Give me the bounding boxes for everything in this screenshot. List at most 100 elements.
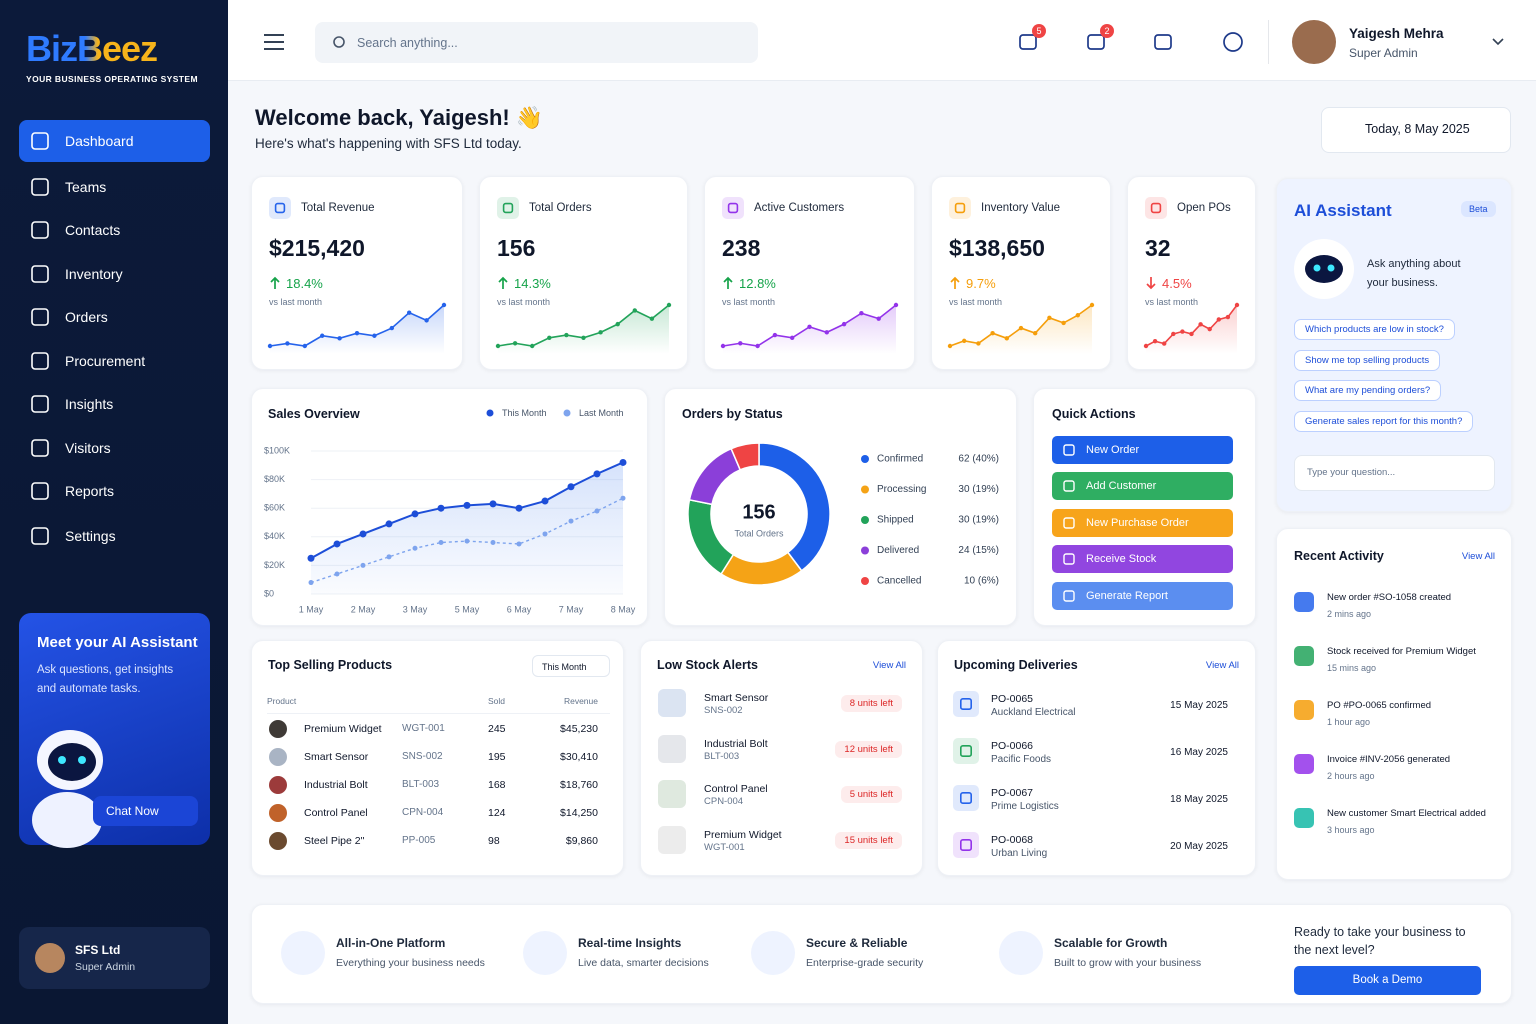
graphic <box>1063 589 1075 602</box>
nav-item[interactable]: Visitors <box>65 440 111 456</box>
nav-item[interactable]: Reports <box>65 483 115 499</box>
sparkline-point <box>1189 331 1194 337</box>
action-button[interactable]: New Order <box>1052 436 1233 464</box>
card-title: Quick Actions <box>1052 407 1136 421</box>
series-point <box>386 554 392 560</box>
view-all-link[interactable]: View All <box>872 660 906 671</box>
item-thumb <box>658 780 686 809</box>
graphic <box>1145 197 1167 219</box>
icon-glyph <box>274 202 286 214</box>
low-stock-card: Low Stock Alerts View All Smart Sensor SNS-… <box>640 640 923 876</box>
sparkline-point <box>1216 317 1221 322</box>
sparkline-point <box>1234 302 1240 308</box>
graphic <box>953 832 979 858</box>
action-button[interactable]: Add Customer <box>1052 472 1233 501</box>
header-icon <box>1154 34 1172 50</box>
legend-marker <box>861 485 869 494</box>
nav-item[interactable]: Orders <box>65 309 108 325</box>
kpi-change: 14.3% <box>514 276 551 291</box>
sparkline-point <box>598 330 603 335</box>
nav-item[interactable]: Inventory <box>65 266 123 282</box>
value-label: 24 (15%) <box>958 545 999 556</box>
kpi-card: Total Orders 156 14.3% vs last month <box>479 176 688 370</box>
suggestion-chip[interactable]: Generate sales report for this month? <box>1294 410 1474 432</box>
demo-button[interactable]: Book a Demo <box>1294 966 1481 995</box>
sparkline-point <box>947 343 953 349</box>
sparkline-point <box>564 332 569 338</box>
y-tick-label: $100K <box>264 445 290 455</box>
view-all-link[interactable]: View All <box>1461 551 1495 562</box>
icon <box>1145 197 1167 219</box>
icon <box>953 691 979 717</box>
product-sold: 124 <box>488 807 506 819</box>
item-sku: SNS-002 <box>704 705 743 716</box>
nav-item[interactable]: Dashboard <box>65 133 134 149</box>
icon-glyph <box>960 792 972 804</box>
nav-icon <box>31 221 49 239</box>
product-sku: PP-005 <box>402 835 436 846</box>
graphic <box>1019 34 1037 50</box>
graphic <box>31 265 49 283</box>
product-sku: WGT-001 <box>402 723 445 734</box>
series-point <box>360 562 366 568</box>
nav-item[interactable]: Contacts <box>65 222 121 238</box>
action-button[interactable]: New Purchase Order <box>1052 508 1233 537</box>
product-sold: 195 <box>488 751 506 763</box>
product-sku: SNS-002 <box>402 751 443 762</box>
column-header: Revenue <box>563 696 598 706</box>
activity-text: Invoice #INV-2056 generated <box>1327 754 1451 765</box>
graphic <box>31 352 49 370</box>
sparkline-area <box>723 305 896 354</box>
nav-item[interactable]: Insights <box>65 396 114 412</box>
nav-item[interactable]: Settings <box>65 528 116 544</box>
date-picker[interactable] <box>1321 107 1511 153</box>
org-name: SFS Ltd <box>75 943 121 957</box>
item-sku: CPN-004 <box>704 796 744 808</box>
product-thumb <box>269 720 287 738</box>
graphic <box>1143 302 1240 354</box>
graphic <box>267 302 447 354</box>
sidebar <box>0 0 228 1024</box>
view-all-link[interactable]: View All <box>1205 660 1239 671</box>
kpi-note: vs last month <box>722 297 776 307</box>
sparkline-point <box>424 318 429 323</box>
action-button[interactable]: Receive Stock <box>1052 545 1233 574</box>
value-label: 30 (19%) <box>958 484 999 495</box>
suggestion-chip[interactable]: Which products are low in stock? <box>1294 319 1455 340</box>
sparkline-point <box>1198 322 1203 327</box>
welcome-title: Welcome back, Yaigesh! 👋 <box>255 105 544 130</box>
sparkline-point <box>302 343 307 349</box>
sparkline-point <box>976 341 981 346</box>
action-icon <box>1063 444 1075 456</box>
icon <box>722 197 744 219</box>
card-title: Upcoming Deliveries <box>954 658 1078 672</box>
action-button[interactable]: Generate Report <box>1052 581 1233 610</box>
graphic <box>497 197 519 219</box>
sales-card: Sales Overview This Month Last Month $0 $20K… <box>251 388 648 626</box>
search-placeholder[interactable]: Search anything... <box>357 36 458 50</box>
series-point <box>567 483 575 491</box>
feature-text: Enterprise-grade security <box>806 957 924 969</box>
nav-item[interactable]: Procurement <box>65 353 146 369</box>
header-icon <box>1087 34 1105 50</box>
delivery-date: 16 May 2025 <box>1170 747 1228 758</box>
question-input[interactable] <box>1294 455 1495 491</box>
x-tick-label: 3 May <box>403 604 428 614</box>
product-sku: BLT-003 <box>402 779 440 790</box>
donut-total: 156 <box>742 501 775 523</box>
chat-button[interactable]: Chat Now <box>93 796 198 826</box>
filter-select[interactable]: This Month <box>532 655 610 677</box>
sparkline-point <box>772 332 778 338</box>
welcome-subtitle: Here's what's happening with SFS Ltd tod… <box>255 136 522 151</box>
graphic <box>31 527 49 545</box>
suggestion-chip[interactable]: Show me top selling products <box>1294 349 1441 371</box>
x-tick-label: 6 May <box>507 604 532 614</box>
graphic <box>1063 553 1075 565</box>
icon-glyph <box>502 202 514 214</box>
graphic <box>495 302 672 354</box>
graphic <box>486 409 494 417</box>
suggestion-chip[interactable]: What are my pending orders? <box>1294 380 1442 401</box>
nav-item[interactable]: Teams <box>65 179 107 195</box>
activity-card: Recent Activity View All New order #SO-105… <box>1276 528 1512 880</box>
graphic <box>333 36 345 48</box>
